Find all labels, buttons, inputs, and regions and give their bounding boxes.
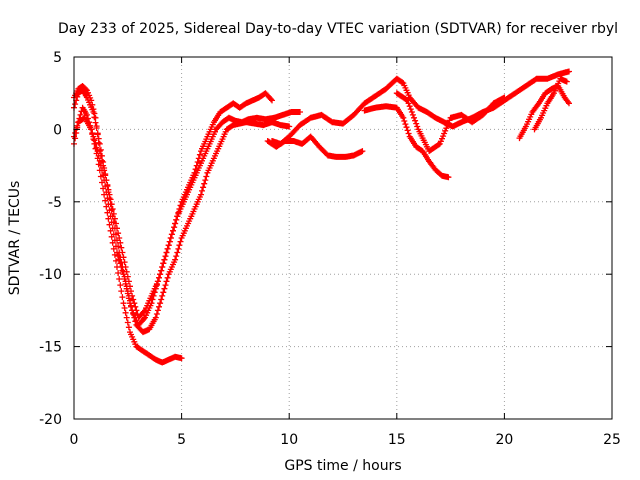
axis-ticks: 0 5 10 15 20 25 -20 -15 -10 -5 0 5 [39, 50, 621, 448]
x-tick-label: 10 [280, 432, 298, 448]
y-tick-label: -20 [39, 412, 62, 428]
series-track-10 [531, 75, 570, 133]
x-tick-label: 5 [177, 432, 186, 448]
y-tick-label: -15 [39, 340, 62, 356]
x-tick-label: 25 [603, 432, 621, 448]
data-points-track-6 [264, 133, 366, 160]
series-track-6 [264, 133, 366, 160]
data-points-track-7 [361, 103, 452, 181]
chart-title: Day 233 of 2025, Sidereal Day-to-day VTE… [58, 21, 618, 37]
series-track-8 [393, 90, 508, 155]
x-tick-label: 15 [388, 432, 406, 448]
x-axis-label: GPS time / hours [284, 458, 401, 474]
data-points-track-8 [393, 90, 508, 155]
data-points-track-10 [531, 75, 570, 133]
x-tick-label: 20 [495, 432, 513, 448]
y-tick-label: -5 [48, 195, 62, 211]
y-tick-label: 0 [53, 122, 62, 138]
plot-frame [73, 56, 613, 420]
data-markers [71, 68, 572, 366]
x-tick-label: 0 [70, 432, 79, 448]
y-tick-label: -10 [39, 267, 62, 283]
series-track-7 [361, 103, 452, 181]
y-tick-label: 5 [53, 50, 62, 66]
y-axis-label: SDTVAR / TECUs [7, 181, 23, 296]
